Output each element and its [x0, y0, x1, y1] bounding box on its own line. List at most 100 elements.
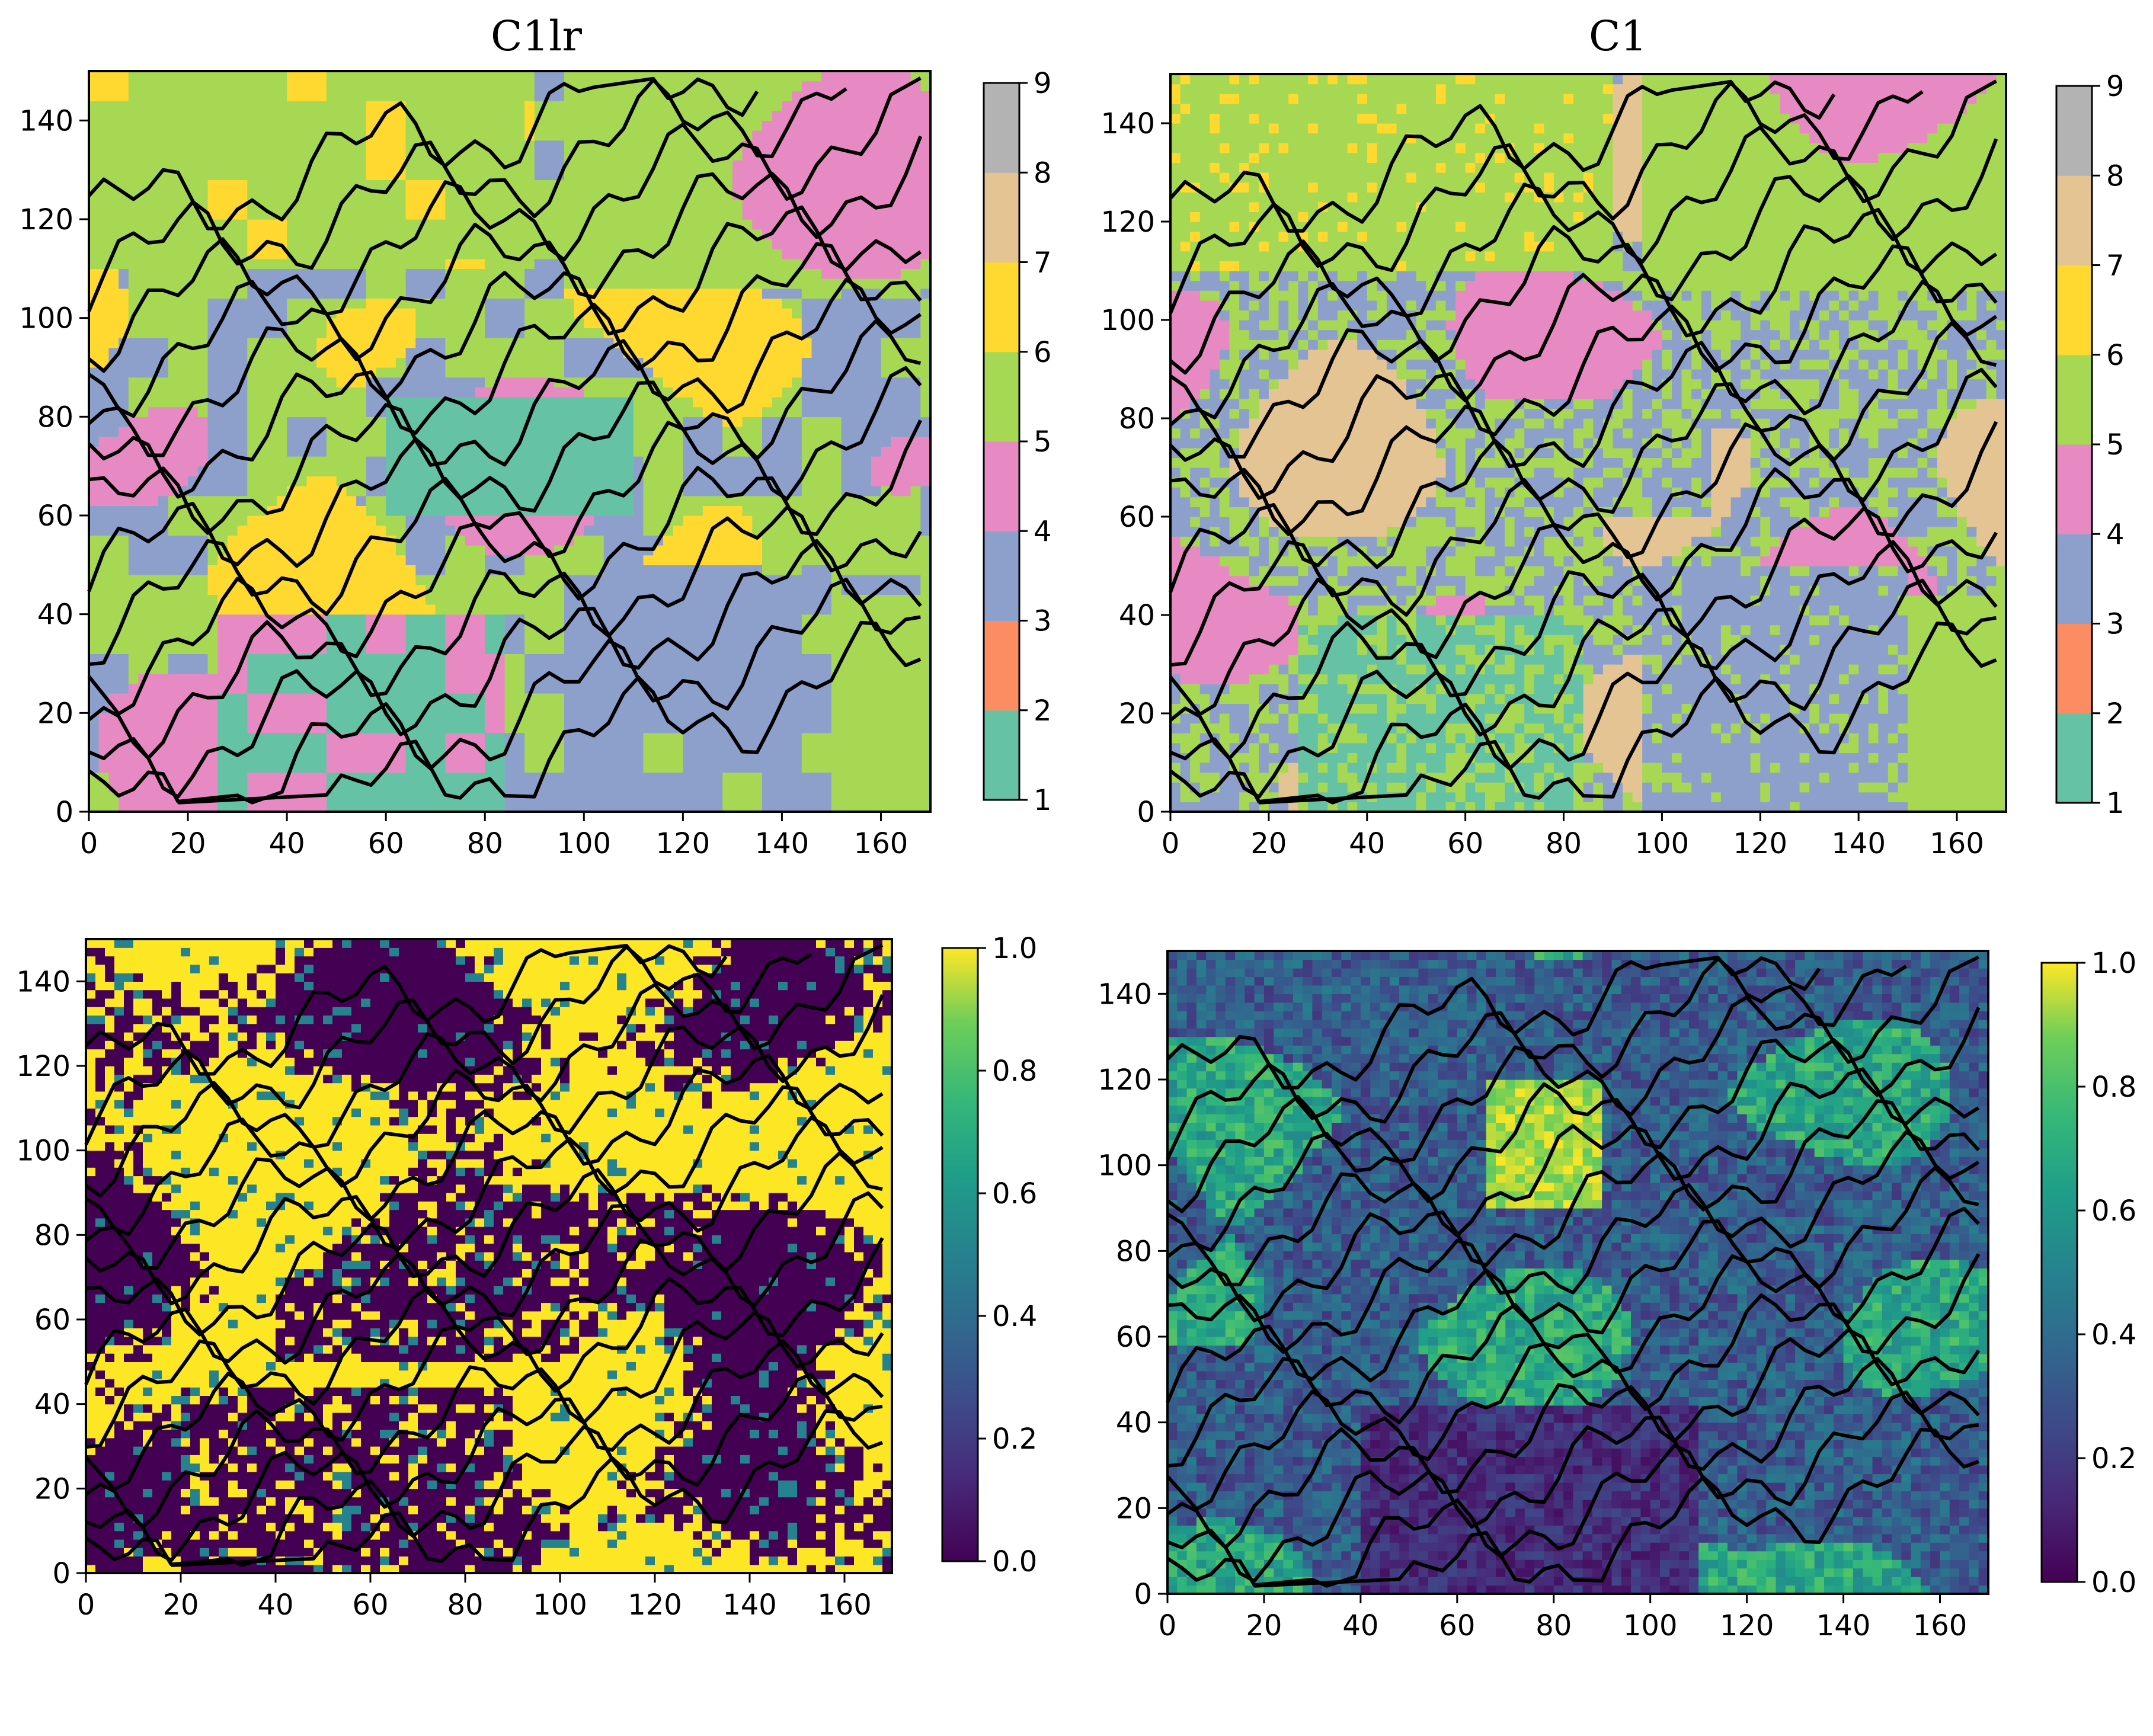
heatmap-cell [436, 664, 446, 674]
heatmap-cell [653, 674, 663, 684]
heatmap-cell [277, 693, 287, 703]
heatmap-cell [514, 377, 524, 387]
heatmap-cell [436, 585, 446, 595]
heatmap-cell [327, 664, 337, 674]
heatmap-cell [178, 160, 188, 170]
heatmap-cell [545, 565, 555, 575]
heatmap-cell [554, 209, 564, 219]
heatmap-cell [713, 545, 723, 555]
heatmap-cell [139, 634, 149, 644]
heatmap-cell [316, 713, 327, 723]
heatmap-cell [148, 545, 158, 555]
heatmap-cell [267, 782, 277, 792]
heatmap-cell [564, 634, 574, 644]
heatmap-cell [623, 476, 634, 486]
heatmap-cell [436, 387, 446, 397]
heatmap-cell [129, 209, 139, 219]
heatmap-cell [148, 249, 158, 259]
heatmap-cell [455, 308, 465, 318]
heatmap-cell [436, 614, 446, 624]
heatmap-cell [644, 318, 654, 328]
heatmap-cell [683, 742, 693, 752]
heatmap-cell [228, 427, 238, 437]
heatmap-cell [465, 713, 475, 723]
heatmap-cell [673, 318, 683, 328]
heatmap-cell [89, 466, 99, 476]
heatmap-cell [247, 407, 257, 417]
heatmap-cell [277, 140, 287, 150]
heatmap-cell [327, 407, 337, 417]
heatmap-cell [198, 377, 208, 387]
heatmap-cell [376, 505, 386, 515]
heatmap-cell [139, 140, 149, 150]
heatmap-cell [158, 417, 168, 427]
heatmap-cell [485, 318, 495, 328]
heatmap-cell [703, 505, 713, 515]
heatmap-cell [554, 367, 564, 377]
heatmap-cell [129, 763, 139, 773]
heatmap-cell [445, 594, 455, 604]
heatmap-cell [535, 446, 545, 456]
heatmap-cell [337, 101, 347, 111]
heatmap-cell [426, 239, 436, 249]
heatmap-cell [346, 713, 356, 723]
heatmap-cell [366, 644, 376, 654]
heatmap-cell [426, 594, 436, 604]
heatmap-cell [99, 140, 109, 150]
heatmap-cell [545, 417, 555, 427]
heatmap-cell [396, 268, 406, 278]
heatmap-cell [119, 397, 129, 407]
heatmap-cell [445, 387, 455, 397]
heatmap-cell [366, 792, 376, 802]
heatmap-cell [208, 308, 218, 318]
heatmap-cell [445, 624, 455, 634]
heatmap-cell [713, 140, 723, 150]
heatmap-cell [89, 792, 99, 802]
heatmap-cell [267, 150, 277, 160]
heatmap-cell [535, 417, 545, 427]
heatmap-cell [168, 555, 178, 565]
heatmap-cell [277, 150, 287, 160]
heatmap-cell [584, 693, 594, 703]
heatmap-cell [307, 209, 317, 219]
heatmap-cell [554, 594, 564, 604]
heatmap-cell [148, 259, 158, 269]
heatmap-cell [139, 792, 149, 802]
heatmap-cell [277, 456, 287, 466]
heatmap-cell [346, 545, 356, 555]
heatmap-cell [297, 535, 307, 545]
heatmap-cell [495, 120, 505, 130]
heatmap-cell [673, 476, 683, 486]
heatmap-cell [524, 654, 535, 664]
heatmap-cell [267, 249, 277, 259]
heatmap-cell [584, 545, 594, 555]
heatmap-cell [178, 654, 188, 664]
heatmap-cell [722, 456, 732, 466]
heatmap-cell [732, 565, 743, 575]
heatmap-cell [613, 239, 623, 249]
heatmap-cell [505, 318, 515, 328]
heatmap-cell [634, 417, 644, 427]
heatmap-cell [455, 545, 465, 555]
heatmap-cell [495, 130, 505, 140]
heatmap-cell [426, 614, 436, 624]
heatmap-cell [316, 289, 327, 299]
heatmap-cell [623, 575, 634, 585]
heatmap-cell [663, 674, 673, 684]
heatmap-cell [267, 654, 277, 664]
heatmap-cell [594, 446, 604, 456]
heatmap-cell [178, 120, 188, 130]
heatmap-cell [406, 545, 416, 555]
heatmap-cell [356, 91, 366, 101]
heatmap-cell [287, 160, 297, 170]
heatmap-cell [208, 575, 218, 585]
heatmap-cell [426, 782, 436, 792]
heatmap-cell [722, 792, 732, 802]
heatmap-cell [297, 703, 307, 713]
heatmap-cell [297, 328, 307, 338]
heatmap-cell [406, 377, 416, 387]
heatmap-cell [406, 219, 416, 229]
heatmap-cell [653, 180, 663, 190]
heatmap-cell [524, 674, 535, 684]
heatmap-cell [426, 545, 436, 555]
